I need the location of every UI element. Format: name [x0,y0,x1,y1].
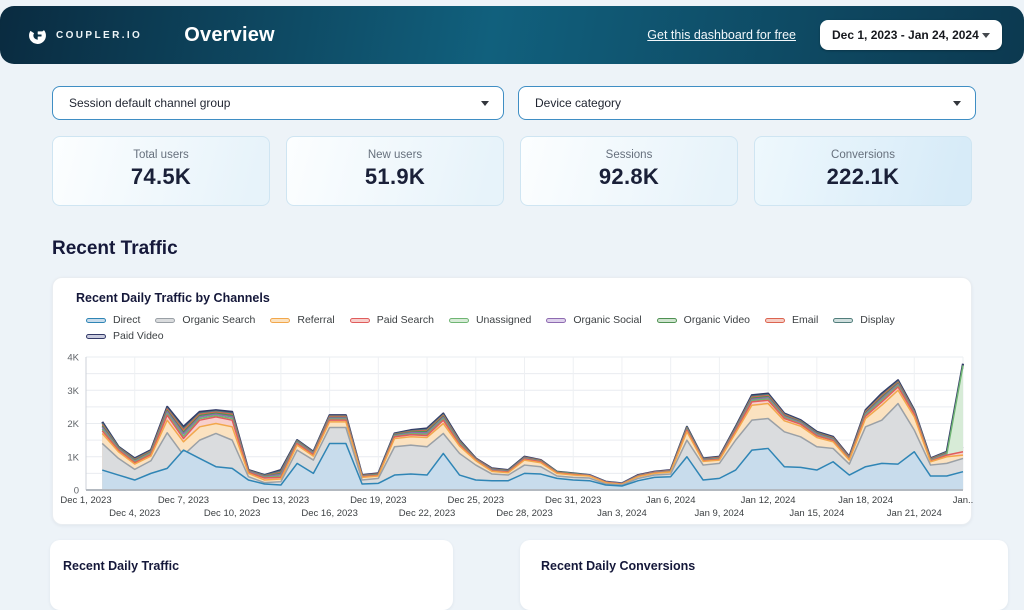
legend-label: Paid Search [376,314,434,326]
legend-item-organic-video[interactable]: Organic Video [656,314,751,326]
coupler-logo-text: COUPLER.IO [56,29,143,41]
date-range-selector[interactable]: Dec 1, 2023 - Jan 24, 2024 [820,20,1002,50]
recent-daily-conversions-card: Recent Daily Conversions [520,540,1008,610]
chart-series [101,363,965,490]
kpi-label: Sessions [605,149,653,161]
svg-text:Dec 13, 2023: Dec 13, 2023 [253,495,310,506]
kpi-label: Total users [133,149,189,161]
svg-text:Jan 15, 2024: Jan 15, 2024 [789,508,844,519]
legend-swatch [349,317,370,323]
svg-text:Dec 25, 2023: Dec 25, 2023 [448,495,505,506]
coupler-logo: COUPLER.IO [28,26,142,45]
svg-text:Dec 4, 2023: Dec 4, 2023 [109,508,160,519]
svg-text:Dec 7, 2023: Dec 7, 2023 [158,495,209,506]
y-axis-labels: 0 1K 2K 3K 4K [67,353,79,497]
legend-swatch [448,317,469,323]
svg-text:Jan 12, 2024: Jan 12, 2024 [741,495,796,506]
x-axis-labels: Dec 1, 2023 Dec 4, 2023 Dec 7, 2023 Dec 10,… [60,495,973,519]
card-title: Recent Daily Traffic [63,559,180,573]
kpi-value: 74.5K [130,164,192,189]
kpi-new-users: New users 51.9K [286,136,504,206]
legend-label: Referral [297,314,335,326]
svg-text:Jan 3, 2024: Jan 3, 2024 [597,508,647,519]
svg-text:Dec 22, 2023: Dec 22, 2023 [399,508,456,519]
kpi-total-users: Total users 74.5K [52,136,270,206]
svg-text:Dec 10, 2023: Dec 10, 2023 [204,508,261,519]
legend-label: Unassigned [475,314,532,326]
svg-text:Dec 19, 2023: Dec 19, 2023 [350,495,407,506]
svg-text:1K: 1K [67,452,79,463]
filter-device-category[interactable]: Device category [518,86,976,120]
chart-title: Recent Daily Traffic by Channels [76,291,270,305]
legend-swatch [155,317,176,323]
legend-item-display[interactable]: Display [833,314,895,326]
recent-daily-traffic-by-channels-card: Recent Daily Traffic by Channels Direct O… [52,277,973,525]
legend-item-organic-social[interactable]: Organic Social [546,314,642,326]
legend-label: Organic Search [182,314,256,326]
legend-item-direct[interactable]: Direct [86,314,140,326]
legend-label: Direct [113,314,141,326]
legend-label: Organic Video [683,314,751,326]
legend-item-paid-video[interactable]: Paid Video [86,330,164,342]
svg-text:Jan 18, 2024: Jan 18, 2024 [838,495,893,506]
kpi-label: New users [367,149,423,161]
legend-item-email[interactable]: Email [765,314,818,326]
filter-session-channel-group[interactable]: Session default channel group [52,86,504,120]
legend-label: Display [860,314,895,326]
legend-swatch [86,333,106,339]
traffic-area-chart: 0 1K 2K 3K 4K Dec 1, 2023 Dec 4, 2023 Dec 7, 20… [60,353,973,520]
legend-item-unassigned[interactable]: Unassigned [448,314,532,326]
legend-swatch [765,317,786,323]
legend-label: Paid Video [113,330,164,342]
svg-text:4K: 4K [67,353,79,364]
chart-legend: Direct Organic Search Referral Paid Search U… [86,314,960,342]
chevron-down-icon [481,100,489,106]
legend-label: Organic Social [573,314,642,326]
svg-text:Jan 21, 2024: Jan 21, 2024 [887,508,942,519]
card-title: Recent Daily Conversions [541,559,696,573]
legend-swatch [656,317,677,323]
legend-swatch [833,317,854,323]
recent-daily-traffic-card: Recent Daily Traffic [50,540,453,610]
svg-text:Dec 31, 2023: Dec 31, 2023 [545,495,602,506]
kpi-value: 51.9K [364,164,426,189]
date-range-value: Dec 1, 2023 - Jan 24, 2024 [832,28,979,42]
filter-label: Device category [535,96,622,110]
svg-text:Jan 6, 2024: Jan 6, 2024 [646,495,696,506]
svg-text:Jan 9, 2024: Jan 9, 2024 [695,508,745,519]
page-title: Overview [184,23,275,46]
filter-label: Session default channel group [69,96,231,110]
chevron-down-icon [982,32,990,38]
svg-text:3K: 3K [67,386,79,397]
section-title-recent-traffic: Recent Traffic [52,238,178,259]
svg-text:Jan..: Jan.. [953,495,973,506]
header: COUPLER.IO Overview Get this dashboard f… [0,6,1024,64]
get-dashboard-link[interactable]: Get this dashboard for free [647,28,796,42]
svg-text:Dec 1, 2023: Dec 1, 2023 [60,495,111,506]
chevron-down-icon [953,100,961,106]
svg-text:Dec 16, 2023: Dec 16, 2023 [301,508,358,519]
legend-label: Email [792,314,819,326]
svg-text:0: 0 [74,486,79,497]
legend-swatch [86,317,106,323]
legend-item-referral[interactable]: Referral [270,314,335,326]
kpi-label: Conversions [831,149,895,161]
coupler-logo-icon [28,26,47,45]
svg-text:2K: 2K [67,419,79,430]
kpi-value: 222.1K [826,164,900,189]
legend-item-organic-search[interactable]: Organic Search [155,314,255,326]
legend-swatch [546,317,567,323]
kpi-sessions: Sessions 92.8K [520,136,738,206]
kpi-conversions: Conversions 222.1K [754,136,972,206]
legend-item-paid-search[interactable]: Paid Search [349,314,434,326]
legend-swatch [270,317,291,323]
kpi-value: 92.8K [598,164,660,189]
svg-text:Dec 28, 2023: Dec 28, 2023 [496,508,553,519]
